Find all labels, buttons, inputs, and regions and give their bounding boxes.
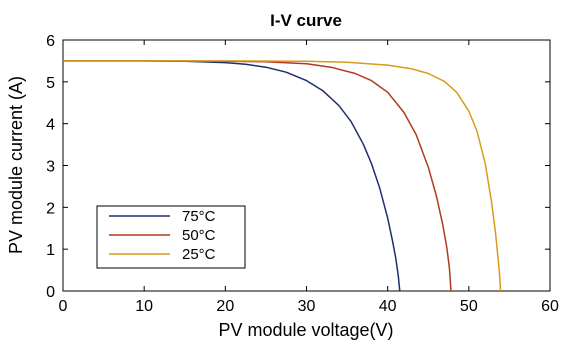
x-axis-label: PV module voltage(V) — [218, 320, 393, 340]
x-tick-label: 30 — [298, 298, 316, 315]
y-tick-label: 2 — [46, 200, 55, 217]
x-tick-label: 60 — [541, 298, 559, 315]
y-tick-label: 6 — [46, 33, 55, 50]
legend-label-50c: 50°C — [182, 227, 216, 244]
legend-label-75c: 75°C — [182, 208, 216, 225]
legend-label-25c: 25°C — [182, 246, 216, 263]
y-tick-label: 1 — [46, 242, 55, 259]
legend: 75°C 50°C 25°C — [96, 205, 246, 269]
x-tick-label: 0 — [59, 298, 68, 315]
y-tick-label: 0 — [46, 284, 55, 301]
y-tick-label: 5 — [46, 75, 55, 92]
x-tick-label: 20 — [216, 298, 234, 315]
y-tick-label: 4 — [46, 117, 55, 134]
x-tick-label: 50 — [460, 298, 478, 315]
x-tick-label: 10 — [135, 298, 153, 315]
series-lines — [63, 60, 502, 292]
y-axis-label: PV module current (A) — [6, 76, 26, 254]
x-tick-label: 40 — [379, 298, 397, 315]
series-line-25c — [63, 60, 502, 292]
axis-ticks: 0 10 20 30 40 50 60 0 1 2 3 4 5 6 — [46, 33, 559, 315]
y-tick-label: 3 — [46, 159, 55, 176]
chart-title: I-V curve — [270, 11, 342, 30]
